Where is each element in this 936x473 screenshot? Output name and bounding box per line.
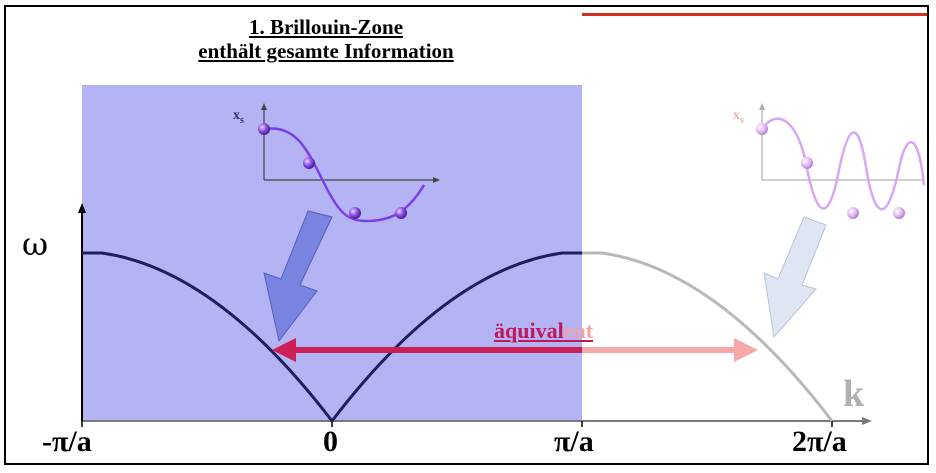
dispersion-curve-zone (82, 251, 582, 424)
tick-label-two-pi-a: 2π/a (792, 425, 847, 458)
inset-left-atom (349, 207, 361, 219)
inset-right-y-arrowhead (759, 103, 765, 110)
inset-left-atom (303, 157, 315, 169)
equivalence-label-strong: äquival (494, 318, 564, 343)
title-line-1: 1. Brillouin-Zone (248, 15, 404, 39)
inset-right-wave (760, 117, 926, 211)
inset-left-axis-label: xs (233, 108, 244, 126)
x-axis-arrowhead (862, 417, 872, 425)
dispersion-diagram: xs xs (78, 85, 926, 427)
inset-left-atom (395, 207, 407, 219)
tick-label-zero: 0 (323, 425, 338, 458)
diagram-title: 1. Brillouin-Zone enthält gesamte Inform… (116, 15, 536, 63)
inset-right-atom (801, 157, 813, 169)
inset-right-atom (847, 207, 859, 219)
diagram-frame: xs xs 1. Brillouin-Zone enthält gesamte … (4, 5, 929, 465)
equivalence-label-faded: ent (563, 318, 594, 343)
mapping-arrow-left (263, 210, 333, 343)
title-accent-line (582, 13, 927, 16)
equivalence-label: äquivalent (494, 318, 593, 344)
inset-left-atom (258, 123, 270, 135)
dispersion-curve-outside (582, 251, 834, 422)
inset-left-x-arrowhead (433, 177, 440, 183)
equivalence-arrowhead-left (272, 338, 296, 362)
inset-left-y-arrowhead (261, 103, 267, 110)
x-axis-label: k (843, 373, 865, 415)
y-axis-label: ω (22, 225, 49, 263)
brillouin-zone-area (82, 85, 582, 421)
tick-label-pi-a: π/a (554, 425, 594, 458)
y-axis-arrowhead (78, 203, 86, 213)
mapping-arrow-right (763, 216, 827, 339)
equivalence-arrowhead-right (734, 338, 758, 362)
inset-right-atom (893, 207, 905, 219)
tick-label-minus-pi-a: -π/a (42, 425, 92, 458)
title-line-2: enthält gesamte Information (198, 39, 454, 63)
inset-right-atom (756, 123, 768, 135)
inset-right-axis-label: xs (733, 108, 744, 126)
